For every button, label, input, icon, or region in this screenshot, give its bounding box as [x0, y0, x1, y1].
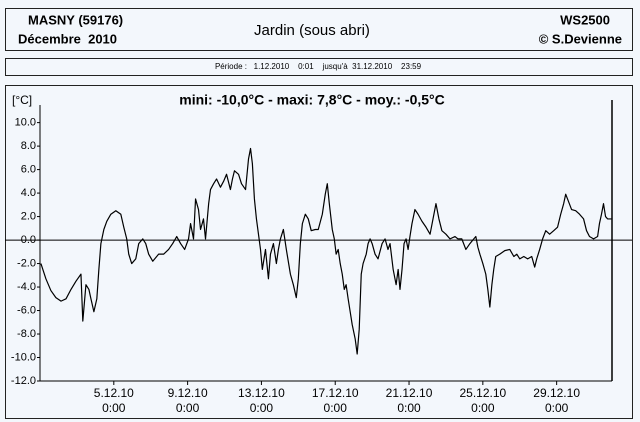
- device: WS2500: [560, 12, 610, 27]
- chart-subtitle: mini: -10,0°C - maxi: 7,8°C - moy.: -0,5…: [179, 92, 445, 108]
- x-tick-time: 0:00: [324, 401, 348, 415]
- y-tick-label: -12.0: [11, 375, 36, 387]
- x-tick-label: 29.12.10 0:00: [533, 386, 580, 415]
- x-tick-label: 25.12.10 0:00: [459, 386, 506, 415]
- x-tick-date: 13.12.10: [238, 386, 285, 400]
- x-tick-label: 13.12.10 0:00: [238, 386, 285, 415]
- y-tick-label: 6.0: [21, 164, 36, 176]
- x-tick-time: 0:00: [397, 401, 421, 415]
- x-tick-time: 0:00: [545, 401, 569, 415]
- x-tick-date: 29.12.10: [533, 386, 580, 400]
- y-tick-label: 10.0: [15, 117, 36, 129]
- x-tick-time: 0:00: [102, 401, 126, 415]
- x-tick-label: 17.12.10 0:00: [312, 386, 359, 415]
- x-tick-date: 25.12.10: [459, 386, 506, 400]
- temperature-line: [40, 147, 612, 355]
- y-tick-label: -2.0: [17, 257, 36, 269]
- chart-frame: [5, 85, 633, 419]
- y-tick-label: 4.0: [21, 187, 36, 199]
- x-tick-time: 0:00: [250, 401, 274, 415]
- header-box: [5, 8, 633, 51]
- x-tick-label: 5.12.10 0:00: [94, 386, 134, 415]
- x-tick-label: 21.12.10 0:00: [386, 386, 433, 415]
- x-tick-label: 9.12.10 0:00: [168, 386, 208, 415]
- month: Décembre 2010: [18, 31, 117, 46]
- y-tick-label: -4.0: [17, 281, 36, 293]
- y-tick-label: 8.0: [21, 140, 36, 152]
- x-tick-date: 17.12.10: [312, 386, 359, 400]
- period: Période : 1.12.2010 0:01 jusqu'à 31.12.2…: [215, 62, 422, 71]
- x-tick-time: 0:00: [471, 401, 495, 415]
- x-tick-date: 5.12.10: [94, 386, 134, 400]
- chart-title: Jardin (sous abri): [254, 22, 370, 39]
- x-tick-date: 9.12.10: [168, 386, 208, 400]
- y-tick-label: 0.0: [21, 234, 36, 246]
- y-tick-label: 2.0: [21, 210, 36, 222]
- y-tick-label: -8.0: [17, 328, 36, 340]
- period-box: [5, 58, 633, 76]
- x-tick-date: 21.12.10: [386, 386, 433, 400]
- station: MASNY (59176): [28, 12, 123, 27]
- author: © S.Devienne: [539, 31, 622, 46]
- y-tick-label: -6.0: [17, 304, 36, 316]
- x-tick-time: 0:00: [176, 401, 200, 415]
- y-tick-label: -10.0: [11, 351, 36, 363]
- y-axis-label: [°C]: [12, 93, 32, 107]
